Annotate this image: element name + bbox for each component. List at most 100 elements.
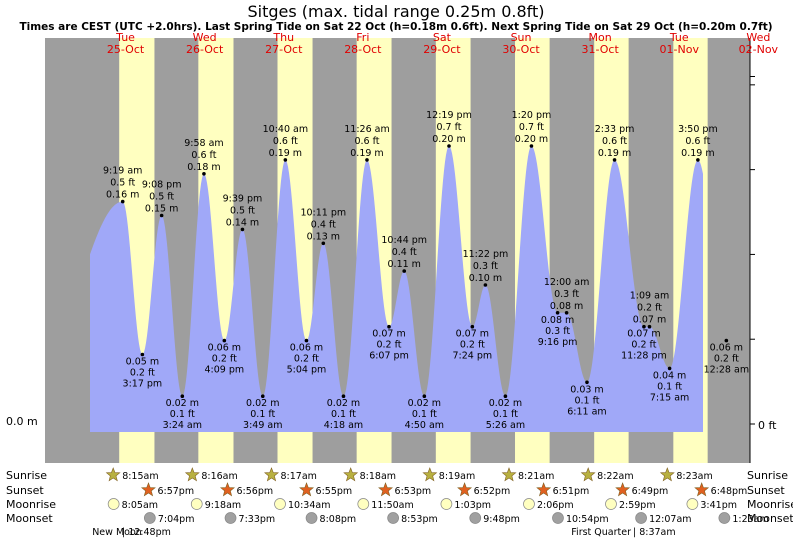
tide-marker [422,394,427,399]
tide-marker [387,324,391,329]
tide-time: 6:07 pm [369,351,409,362]
tide-time: 11:22 pm [463,249,509,260]
moonrise-icon [107,498,120,510]
tide-height-m: 0.19 m [598,148,631,159]
tide-marker [260,394,265,399]
tide-height-ft: 0.2 ft [130,368,155,379]
tide-marker [647,324,652,329]
tide-height-ft: 0.2 ft [376,340,401,351]
day-of-week: Mon [589,31,612,44]
tide-height-m: 0.04 m [653,370,686,381]
tide-height-ft: 0.1 ft [170,409,195,420]
tide-height-m: 0.15 m [145,204,178,215]
tide-height-ft: 0.6 ft [685,136,710,147]
tide-marker [120,199,125,204]
tide-time: 4:18 am [324,420,363,431]
tide-height-m: 0.07 m [456,329,489,340]
moonset-icon [718,512,731,524]
tide-time: 3:49 am [243,420,282,431]
day-date: 25-Oct [107,43,145,56]
moonset-time: 9:48pm [483,514,520,525]
sunrise-time: 8:21am [518,471,554,482]
tide-labels: 9:19 am0.5 ft0.16 m0.05 m0.2 ft3:17 pm9:… [103,110,749,431]
row-label-moonrise-right: Moonrise [747,498,793,511]
moonrise-icon [523,498,535,510]
tide-time: 4:09 pm [205,365,245,376]
tide-point: 9:58 am0.6 ft0.18 m [184,138,224,176]
tide-height-m: 0.02 m [408,398,441,409]
right-axis-label: 0 ft [758,419,777,432]
sunset-time: 6:53pm [395,486,432,497]
tide-marker [529,144,534,148]
tide-height-ft: 0.3 ft [554,289,579,300]
moonrise-time: 10:34am [288,500,330,511]
moonrise-icon [190,498,203,510]
tide-point: 12:00 am0.3 ft0.08 m [544,277,589,315]
tide-height-ft: 0.1 ft [574,395,599,406]
row-label-moonset: Moonset [6,512,53,525]
tide-marker [341,394,346,399]
tide-height-ft: 0.2 ft [294,354,319,365]
tide-height-m: 0.06 m [710,343,743,354]
day-date: 30-Oct [502,43,540,56]
sunset-time: 6:51pm [553,486,590,497]
sunset-icon [299,482,315,497]
day-date: 28-Oct [344,43,382,56]
moonrise-icon [357,498,370,510]
tide-point: 10:11 pm0.4 ft0.13 m [300,207,346,246]
tide-time: 1:20 pm [512,110,552,121]
tide-time: 9:19 am [103,166,142,177]
tide-height-m: 0.19 m [681,148,714,159]
tide-height-m: 0.11 m [388,259,421,270]
moon-phase-label: New Moon [92,527,142,538]
tide-point: 12:19 pm0.7 ft0.20 m [426,110,472,148]
moonset-icon [552,512,564,524]
moonset-time: 12:07am [649,514,691,525]
day-of-week: Tue [669,31,689,44]
tide-point: 0.02 m0.1 ft3:49 am [243,394,282,431]
tide-height-ft: 0.6 ft [273,136,298,147]
moonset-icon [469,512,482,524]
tide-point: 0.03 m0.1 ft6:11 am [567,380,607,417]
sunset-icon [378,482,394,497]
tide-time: 12:19 pm [426,110,472,121]
tide-height-m: 0.13 m [307,231,340,242]
moonrise-time: 9:18am [205,500,241,511]
tide-height-ft: 0.1 ft [331,409,356,420]
tide-height-m: 0.07 m [372,329,405,340]
sunrise-time: 8:15am [122,471,158,482]
moonset-icon [387,512,399,524]
tide-marker [447,144,451,148]
tide-height-ft: 0.6 ft [354,136,379,147]
sunrise-time: 8:17am [281,471,317,482]
tide-time: 10:11 pm [300,207,346,218]
sunrise-time: 8:23am [676,471,712,482]
tide-time: 4:50 am [405,420,444,431]
tide-marker [222,338,227,343]
sunset-time: 6:49pm [632,486,669,497]
right-axis-ticks [750,76,755,425]
moonset-icon [224,512,237,524]
tide-time: 7:15 am [650,392,689,403]
tide-height-ft: 0.2 ft [631,340,656,351]
tide-time: 2:33 pm [595,124,635,135]
tide-height-ft: 0.4 ft [392,247,417,258]
moonrise-time: 2:59pm [619,500,656,511]
tide-height-ft: 0.5 ft [149,192,174,203]
tide-height-m: 0.06 m [208,343,241,354]
sunrise-time: 8:22am [597,471,633,482]
tide-point: 0.02 m0.1 ft4:18 am [324,394,363,431]
moonset-time: 10:54pm [566,514,609,525]
moonset-time: 1:23am [732,514,768,525]
moonrise-time: 1:03pm [454,500,491,511]
tide-height-ft: 0.2 ft [714,354,739,365]
tide-time: 11:26 am [344,124,389,135]
moonset-icon [143,512,156,524]
sunrise-icon [105,467,121,482]
row-label-moonrise: Moonrise [6,498,56,511]
